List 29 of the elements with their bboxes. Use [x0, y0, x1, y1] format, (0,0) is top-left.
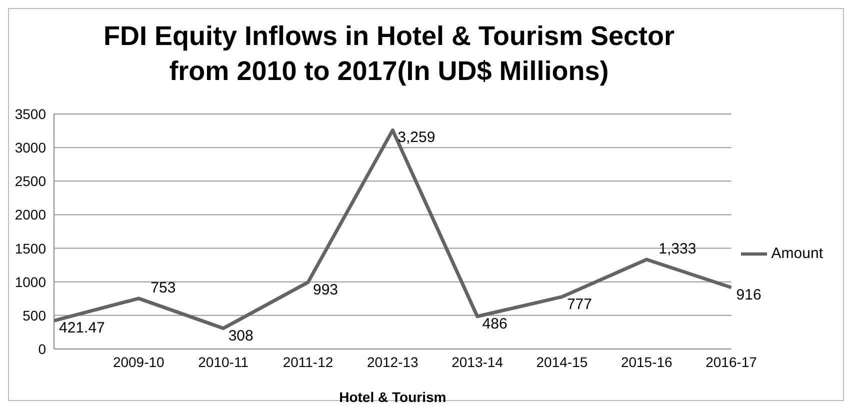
x-tick-label: 2009-10	[112, 354, 165, 370]
x-axis-title: Hotel & Tourism	[339, 389, 446, 405]
chart-title: FDI Equity Inflows in Hotel & Tourism Sector from 2010 to 2017(In UD$ Millions)	[102, 20, 676, 88]
x-tick-label: 2013-14	[452, 354, 504, 370]
data-label: 486	[482, 315, 508, 332]
y-tick-label: 2500	[14, 173, 46, 190]
y-tick-label: 3000	[14, 140, 46, 156]
x-tick-label: 2012-13	[366, 354, 419, 370]
data-label: 421.47	[59, 320, 105, 337]
x-tick-label: 2016-17	[706, 354, 758, 370]
data-label: 753	[150, 279, 176, 296]
data-label: 3,259	[398, 129, 436, 146]
data-label: 993	[312, 281, 338, 298]
data-label: 308	[228, 327, 254, 344]
y-tick-label: 1500	[14, 240, 46, 256]
y-tick-label: 1000	[14, 274, 46, 290]
y-tick-label: 3500	[14, 106, 46, 122]
legend-label: Amount	[771, 244, 823, 262]
x-tick-label: 2010-11	[198, 354, 249, 370]
x-tick-label: 2015-16	[620, 354, 673, 370]
y-tick-label: 0	[38, 340, 46, 357]
y-tick-label: 2000	[14, 206, 46, 223]
x-tick-label: 2011-12	[282, 354, 334, 370]
x-tick-label: 2014-15	[536, 354, 588, 370]
y-tick-label: 500	[22, 307, 46, 324]
data-label: 1,333	[658, 240, 696, 258]
data-label: 777	[566, 296, 592, 313]
data-label: 916	[736, 286, 762, 304]
line-series	[52, 128, 734, 330]
